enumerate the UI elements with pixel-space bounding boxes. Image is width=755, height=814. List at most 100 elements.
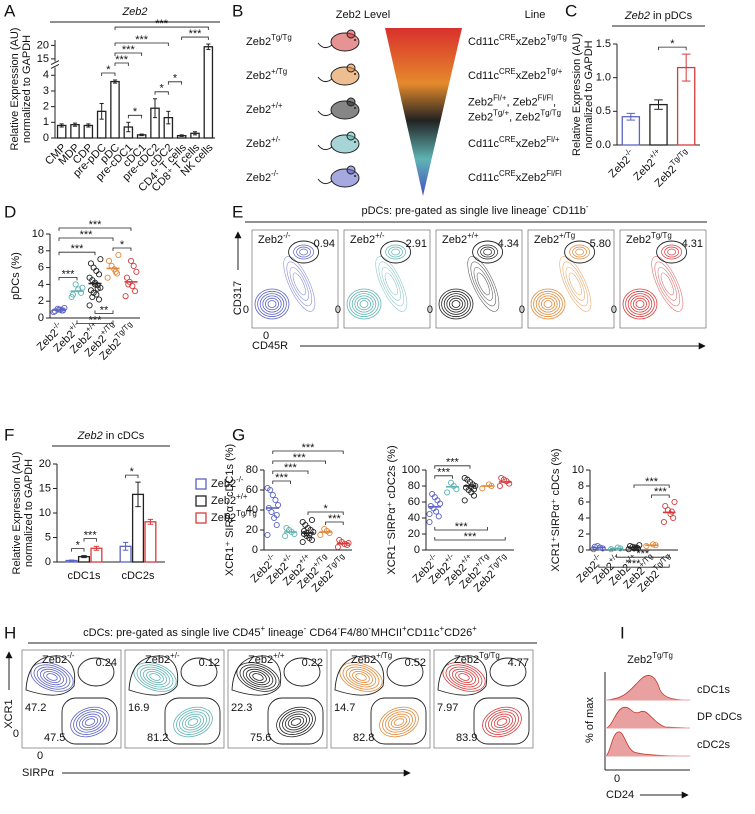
density-contour [543, 300, 553, 308]
density-contour [289, 267, 309, 301]
y-tick-label: 4 [38, 278, 44, 290]
line-label-part: Cd11c [468, 70, 499, 82]
significance-label: * [323, 503, 328, 515]
line-label-part: Tg/+ [546, 67, 562, 76]
significance-bracket [71, 548, 85, 552]
gate-value: 81.2 [147, 732, 168, 744]
data-point [630, 545, 638, 552]
data-point [87, 260, 94, 267]
gate [334, 655, 385, 696]
axis-zero: 0 [519, 304, 525, 316]
density-contour [142, 668, 168, 686]
data-point [115, 251, 122, 259]
density-contour [146, 671, 164, 683]
line-label-part: , Zeb2 [509, 111, 540, 123]
genotype-label: Zeb2Tg/Tg [454, 651, 500, 666]
line-label-part: Fl/Fl [546, 169, 562, 178]
genotype-label-part: Zeb2 [246, 104, 271, 116]
significance-label: * [76, 540, 81, 552]
density-contour [451, 300, 461, 308]
density-contour [441, 290, 471, 318]
significance-bracket [272, 470, 309, 474]
gate [128, 655, 179, 696]
density-contour [286, 261, 313, 307]
data-point [308, 516, 316, 524]
gate-value: 0.22 [302, 657, 323, 669]
data-point [426, 510, 433, 518]
density-contour [351, 293, 377, 315]
data-point [272, 496, 279, 504]
density-contour [149, 673, 161, 681]
panel-title-part: - [586, 202, 589, 211]
gate [288, 240, 320, 264]
panel-title-part: CD64 [306, 627, 337, 639]
density-contour [661, 244, 682, 260]
density-contour [485, 709, 519, 735]
genotype-label-part: +/- [375, 231, 385, 240]
gate [61, 697, 118, 745]
line-label: Cd11cCRExZeb2Tg/Tg [468, 33, 567, 48]
panel-title-part: Zeb2 [627, 654, 652, 666]
y-tick-label: 0 [43, 132, 49, 144]
data-point [671, 498, 678, 506]
data-point [91, 281, 99, 288]
density-contour [391, 248, 400, 256]
data-point [104, 274, 111, 281]
y-axis-label: CD317 [232, 281, 244, 315]
genotype-label-part: +/Tg [271, 67, 287, 76]
panel-letter: H [4, 623, 16, 642]
y-axis-label: Relative Expression (AU) [571, 33, 583, 156]
density-contour [445, 664, 483, 690]
density-contour [259, 293, 285, 315]
density-contour [565, 267, 585, 301]
mouse-ear [346, 29, 356, 39]
genotype-label: Zeb2+/Tg [534, 231, 575, 246]
data-point [299, 538, 306, 546]
mouse-tail [317, 42, 333, 49]
histogram [605, 675, 691, 701]
significance-label: *** [464, 531, 478, 543]
row-label: cDC1s [697, 684, 731, 696]
line-label-part: CRE [499, 169, 516, 178]
significance-label: *** [62, 268, 76, 280]
gate-value: 5.80 [590, 238, 611, 250]
genotype-label-part: -/- [67, 651, 75, 660]
genotype-label-part: Tg/Tg [651, 231, 672, 240]
genotype-label-part: -/- [283, 231, 291, 240]
column-header: Zeb2 Level [336, 9, 390, 21]
y-tick-label: 6 [38, 262, 44, 274]
density-contour [81, 715, 99, 729]
mouse-ear [346, 97, 356, 107]
density-contour [78, 713, 102, 731]
y-tick-label: 1 [43, 116, 49, 128]
data-point [444, 489, 451, 496]
density-contour [388, 246, 403, 258]
significance-label: *** [89, 314, 103, 326]
gate-value: 75.6 [250, 732, 271, 744]
data-point [105, 257, 112, 264]
mouse-ear [346, 165, 356, 175]
panel-title-part: pDCs: pre-gated as single live lineage [361, 205, 546, 217]
density-contour [139, 666, 171, 688]
density-contour [390, 715, 408, 729]
significance-label: *** [628, 558, 642, 570]
data-point [86, 274, 93, 281]
significance-bracket [651, 494, 670, 498]
density-contour [252, 673, 264, 681]
density-contour [299, 248, 308, 256]
density-contour [381, 267, 401, 301]
density-contour [458, 673, 470, 681]
genotype-label: Zeb2Tg/Tg [246, 33, 292, 48]
y-axis-label: XCR1⁻SIRPα⁺ cDC2s (%) [386, 445, 398, 574]
genotype-label: Zeb2Tg/Tg [626, 231, 672, 246]
mouse-ear [346, 131, 356, 141]
density-contour [448, 666, 480, 688]
density-contour [355, 673, 367, 681]
gate [164, 697, 221, 745]
genotype-label-part: +/+ [273, 651, 285, 660]
gate [283, 657, 321, 687]
gate-value: 82.8 [353, 732, 374, 744]
significance-label: *** [80, 229, 94, 241]
significance-label: * [173, 73, 178, 85]
